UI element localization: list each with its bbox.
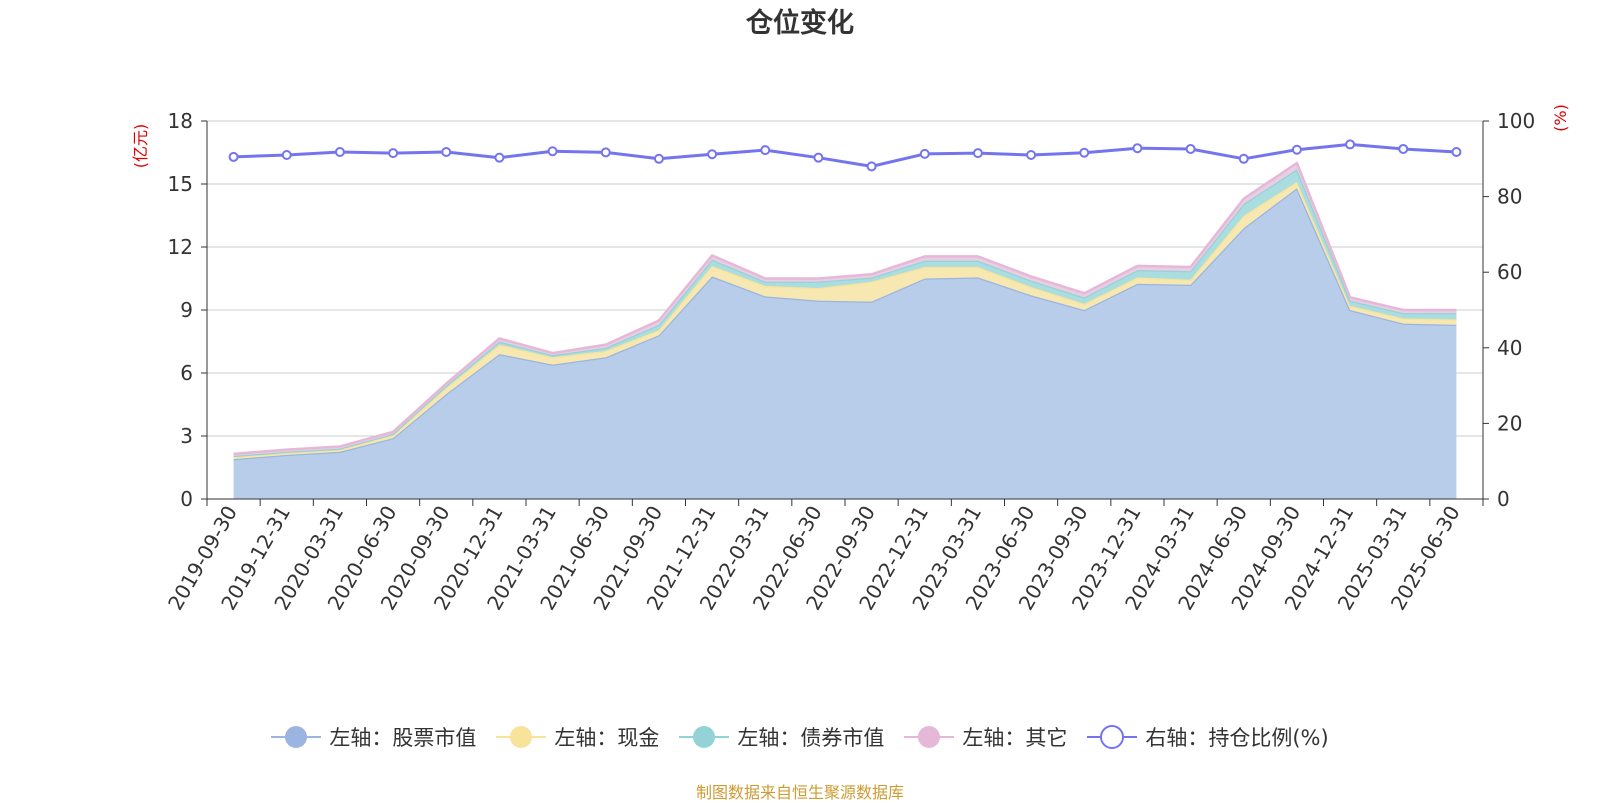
legend-label-other: 左轴：其它 <box>962 726 1068 750</box>
source-note: 制图数据来自恒生聚源数据库 <box>695 783 904 802</box>
ratio-point <box>1451 146 1462 157</box>
legend-item-bond[interactable]: 左轴：债券市值 <box>679 722 884 752</box>
legend: 左轴：股票市值 左轴：现金 左轴：债券市值 左轴：其它 右轴：持仓比例(%) <box>0 722 1600 752</box>
legend-label-bond: 左轴：债券市值 <box>737 726 885 750</box>
y-right-tick-label: 0 <box>1497 487 1510 511</box>
ratio-point <box>866 161 877 172</box>
y-left-label: (亿元) <box>131 124 150 169</box>
y-right-tick-label: 80 <box>1497 185 1522 209</box>
ratio-point <box>1185 143 1196 154</box>
y-left-tick-label: 3 <box>180 424 193 448</box>
legend-label-stock: 左轴：股票市值 <box>329 726 477 750</box>
legend-item-cash[interactable]: 左轴：现金 <box>496 722 659 752</box>
y-right-tick-label: 40 <box>1497 336 1522 360</box>
ratio-point <box>813 152 824 163</box>
stacked-areas <box>233 161 1457 499</box>
ratio-line <box>228 139 1462 172</box>
ratio-point <box>707 149 718 160</box>
legend-label-cash: 左轴：现金 <box>554 726 660 750</box>
ratio-point <box>1238 153 1249 164</box>
ratio-point <box>1132 143 1143 154</box>
area-0 <box>233 188 1457 499</box>
ratio-point <box>653 153 664 164</box>
legend-swatch-cash <box>496 726 547 748</box>
ratio-point <box>1345 139 1356 150</box>
y-left-tick-label: 9 <box>180 298 193 322</box>
legend-label-ratio: 右轴：持仓比例(%) <box>1145 726 1329 750</box>
ratio-point <box>441 146 452 157</box>
ratio-point <box>281 150 292 161</box>
y-left-tick-label: 15 <box>168 172 193 196</box>
legend-item-ratio[interactable]: 右轴：持仓比例(%) <box>1087 722 1329 752</box>
y-left-tick-label: 12 <box>168 235 193 259</box>
ratio-point <box>1291 144 1302 155</box>
ratio-point <box>388 148 399 159</box>
chart-title: 仓位变化 <box>745 7 854 39</box>
legend-item-other[interactable]: 左轴：其它 <box>904 722 1067 752</box>
y-left-tick-label: 6 <box>180 361 193 385</box>
ratio-point <box>1079 147 1090 158</box>
ratio-point <box>228 151 239 162</box>
legend-swatch-bond <box>679 726 730 748</box>
ratio-point <box>547 146 558 157</box>
ratio-point <box>919 148 930 159</box>
ratio-point <box>760 145 771 156</box>
ratio-point <box>600 147 611 158</box>
ratio-point <box>494 152 505 163</box>
ratio-point <box>1026 150 1037 161</box>
y-right-label: (%) <box>1551 104 1570 132</box>
y-right-tick-label: 20 <box>1497 411 1522 435</box>
y-right-tick-label: 60 <box>1497 260 1522 284</box>
legend-item-stock[interactable]: 左轴：股票市值 <box>271 722 476 752</box>
ratio-point <box>1398 143 1409 154</box>
y-left-tick-label: 0 <box>180 487 193 511</box>
ratio-point <box>972 148 983 159</box>
area-line-3 <box>233 161 1457 456</box>
y-right-tick-label: 100 <box>1497 109 1535 133</box>
legend-swatch-stock <box>271 726 322 748</box>
legend-swatch-ratio <box>1087 725 1138 749</box>
y-left-tick-label: 18 <box>168 109 193 133</box>
ratio-point <box>334 146 345 157</box>
ratio-line-path <box>233 142 1457 168</box>
legend-swatch-other <box>904 726 955 748</box>
